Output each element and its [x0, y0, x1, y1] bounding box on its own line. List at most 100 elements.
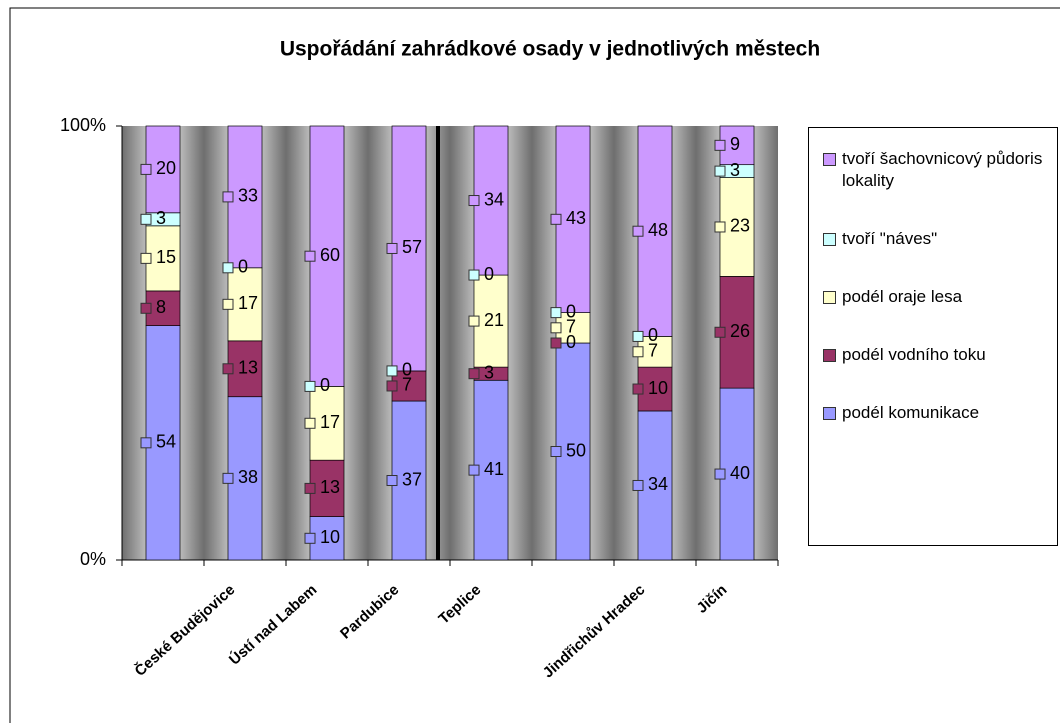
data-label: 23 — [730, 216, 750, 236]
legend-item: tvoří šachovnicový půdoris lokality — [823, 148, 1047, 192]
bar-segment — [719, 125, 755, 166]
data-label: 34 — [484, 189, 504, 209]
bar-segment — [227, 396, 263, 561]
label-marker — [140, 437, 152, 449]
data-label: 0 — [402, 360, 412, 380]
bar-segment — [473, 274, 509, 368]
data-label: 34 — [648, 474, 668, 494]
data-label: 43 — [566, 208, 586, 228]
data-label: 50 — [566, 440, 586, 460]
label-marker — [386, 365, 398, 377]
data-label: 20 — [156, 158, 176, 178]
legend-swatch — [823, 233, 836, 246]
label-marker — [632, 225, 644, 237]
data-label: 26 — [730, 321, 750, 341]
legend-swatch — [823, 153, 836, 166]
legend-swatch — [823, 407, 836, 420]
label-marker — [386, 242, 398, 254]
data-label: 3 — [484, 362, 494, 382]
data-label: 0 — [484, 264, 494, 284]
data-label: 13 — [238, 358, 258, 378]
legend-label: podél komunikace — [842, 403, 980, 422]
data-label: 57 — [402, 237, 422, 257]
label-marker — [714, 165, 726, 177]
label-marker — [714, 326, 726, 338]
data-label: 10 — [648, 378, 668, 398]
bar-segment — [555, 312, 591, 344]
data-label: 54 — [156, 432, 176, 452]
label-marker — [468, 269, 480, 281]
label-marker — [304, 380, 316, 392]
bar-segment — [309, 459, 345, 517]
bar-segment — [391, 125, 427, 372]
label-marker — [632, 330, 644, 342]
label-marker — [222, 191, 234, 203]
label-marker — [632, 479, 644, 491]
label-marker — [632, 346, 644, 358]
label-marker — [140, 302, 152, 314]
legend-item: podél komunikace — [823, 402, 1047, 424]
label-marker — [140, 163, 152, 175]
bar-segment — [145, 290, 181, 326]
label-marker — [550, 213, 562, 225]
data-label: 41 — [484, 459, 504, 479]
y-tick-label: 0% — [80, 549, 106, 569]
data-label: 3 — [730, 160, 740, 180]
bar-segment — [391, 400, 427, 561]
data-label: 38 — [238, 467, 258, 487]
label-marker — [714, 221, 726, 233]
data-label: 0 — [238, 257, 248, 277]
data-label: 0 — [648, 325, 658, 345]
label-marker — [468, 195, 480, 207]
label-marker — [386, 475, 398, 487]
legend: tvoří šachovnicový půdoris lokality tvoří… — [808, 127, 1058, 546]
label-marker — [550, 322, 562, 334]
legend-swatch — [823, 291, 836, 304]
label-marker — [222, 363, 234, 375]
bar-segment — [719, 387, 755, 561]
label-marker — [714, 139, 726, 151]
label-marker — [304, 417, 316, 429]
bar-segment — [637, 336, 673, 368]
bar-segment — [719, 177, 755, 277]
label-marker — [222, 472, 234, 484]
data-label: 60 — [320, 245, 340, 265]
bar-segment — [145, 225, 181, 292]
data-label: 17 — [320, 412, 340, 432]
data-label: 17 — [238, 293, 258, 313]
bar-segment — [555, 342, 591, 561]
legend-label: podél oraje lesa — [842, 287, 963, 306]
label-marker — [632, 383, 644, 395]
y-tick-label: 100% — [60, 115, 106, 135]
label-marker — [550, 307, 562, 319]
data-label: 40 — [730, 463, 750, 483]
legend-swatch — [823, 349, 836, 362]
label-marker — [550, 337, 562, 349]
legend-label: podél vodního toku — [842, 345, 986, 364]
label-marker — [140, 213, 152, 225]
data-label: 0 — [566, 332, 576, 352]
bar-segment — [309, 516, 345, 561]
label-marker — [468, 315, 480, 327]
data-label: 7 — [402, 375, 412, 395]
data-label: 37 — [402, 469, 422, 489]
legend-item: tvoří "náves" — [823, 228, 1047, 250]
chart-title: Uspořádání zahrádkové osady v jednotlivý… — [280, 38, 820, 61]
data-label: 8 — [156, 297, 166, 317]
bar-segment — [227, 125, 263, 269]
label-marker — [304, 482, 316, 494]
label-marker — [222, 298, 234, 310]
data-label: 7 — [566, 317, 576, 337]
bar-segment — [227, 340, 263, 398]
data-label: 15 — [156, 247, 176, 267]
label-marker — [304, 532, 316, 544]
bar-segment — [719, 276, 755, 389]
legend-item: podél vodního toku — [823, 344, 1047, 366]
bar-segment — [309, 125, 345, 387]
label-marker — [222, 262, 234, 274]
data-label: 10 — [320, 527, 340, 547]
bar-segment — [555, 125, 591, 313]
label-marker — [468, 464, 480, 476]
label-marker — [550, 446, 562, 457]
